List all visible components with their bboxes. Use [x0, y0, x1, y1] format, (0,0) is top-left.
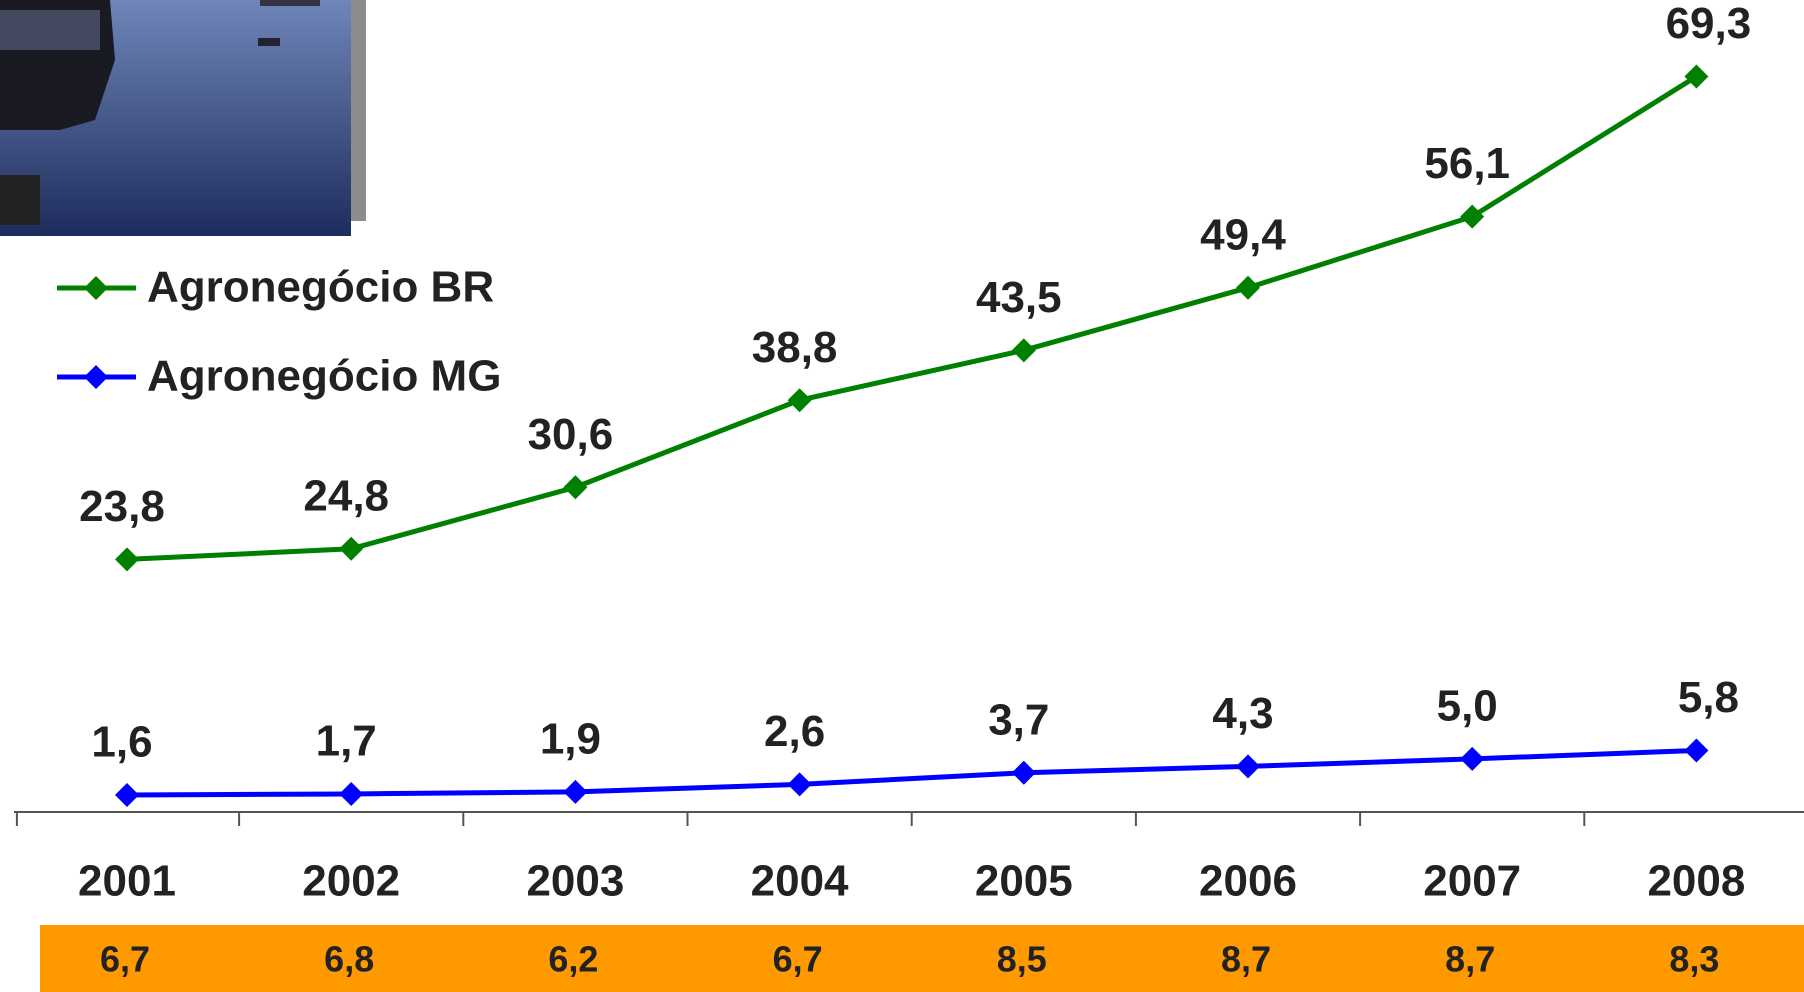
x-tick-label: 2004: [751, 857, 849, 906]
marker: [563, 475, 588, 500]
x-tick-label: 2003: [526, 857, 624, 906]
marker: [1011, 760, 1036, 785]
row-label: 6,8: [324, 939, 374, 980]
x-tick-label: 2008: [1647, 857, 1745, 906]
data-label: 49,4: [1200, 210, 1286, 259]
marker: [787, 772, 812, 797]
legend-label: Agronegócio BR: [147, 263, 494, 312]
data-label: 5,8: [1678, 673, 1739, 722]
data-label: 3,7: [988, 695, 1049, 744]
data-label: 38,8: [752, 323, 838, 372]
marker: [1460, 204, 1485, 229]
x-tick-label: 2002: [302, 857, 400, 906]
marker: [1684, 738, 1709, 763]
table-row: [40, 925, 1804, 992]
data-label: 43,5: [976, 273, 1062, 322]
row-label: 6,7: [100, 939, 150, 980]
data-label: 1,9: [540, 714, 601, 763]
row-label: 6,7: [773, 939, 823, 980]
data-label: 24,8: [303, 471, 389, 520]
marker: [115, 783, 139, 808]
data-label: 4,3: [1212, 689, 1273, 738]
marker: [115, 547, 139, 572]
x-tick-label: 2006: [1199, 857, 1297, 906]
legend-marker: [84, 365, 108, 389]
marker: [1236, 754, 1260, 779]
series-line: [126, 74, 1698, 562]
marker: [1460, 746, 1485, 771]
marker: [339, 536, 364, 561]
marker: [1011, 338, 1036, 363]
x-tick-label: 2007: [1423, 857, 1521, 906]
data-label: 30,6: [528, 410, 614, 459]
series-line: [126, 747, 1697, 798]
marker: [1684, 64, 1709, 89]
data-label: 5,0: [1437, 682, 1498, 731]
marker: [787, 388, 812, 413]
row-label: 8,5: [997, 939, 1047, 980]
row-label: 8,7: [1221, 939, 1271, 980]
marker: [563, 779, 588, 804]
x-tick-label: 2001: [78, 857, 176, 906]
row-label: 8,3: [1669, 939, 1719, 980]
legend-label: Agronegócio MG: [147, 352, 501, 401]
marker: [339, 781, 364, 806]
marker: [1236, 275, 1260, 300]
row-label: 6,2: [548, 939, 598, 980]
x-tick-label: 2005: [975, 857, 1073, 906]
row-label: 8,7: [1445, 939, 1495, 980]
data-label: 56,1: [1424, 139, 1510, 188]
data-label: 23,8: [79, 482, 165, 531]
data-label: 1,7: [316, 717, 377, 766]
data-label: 1,6: [91, 718, 152, 767]
data-label: 69,3: [1666, 0, 1752, 48]
legend-marker: [84, 276, 108, 300]
photo: [0, 0, 366, 236]
data-label: 2,6: [764, 707, 825, 756]
